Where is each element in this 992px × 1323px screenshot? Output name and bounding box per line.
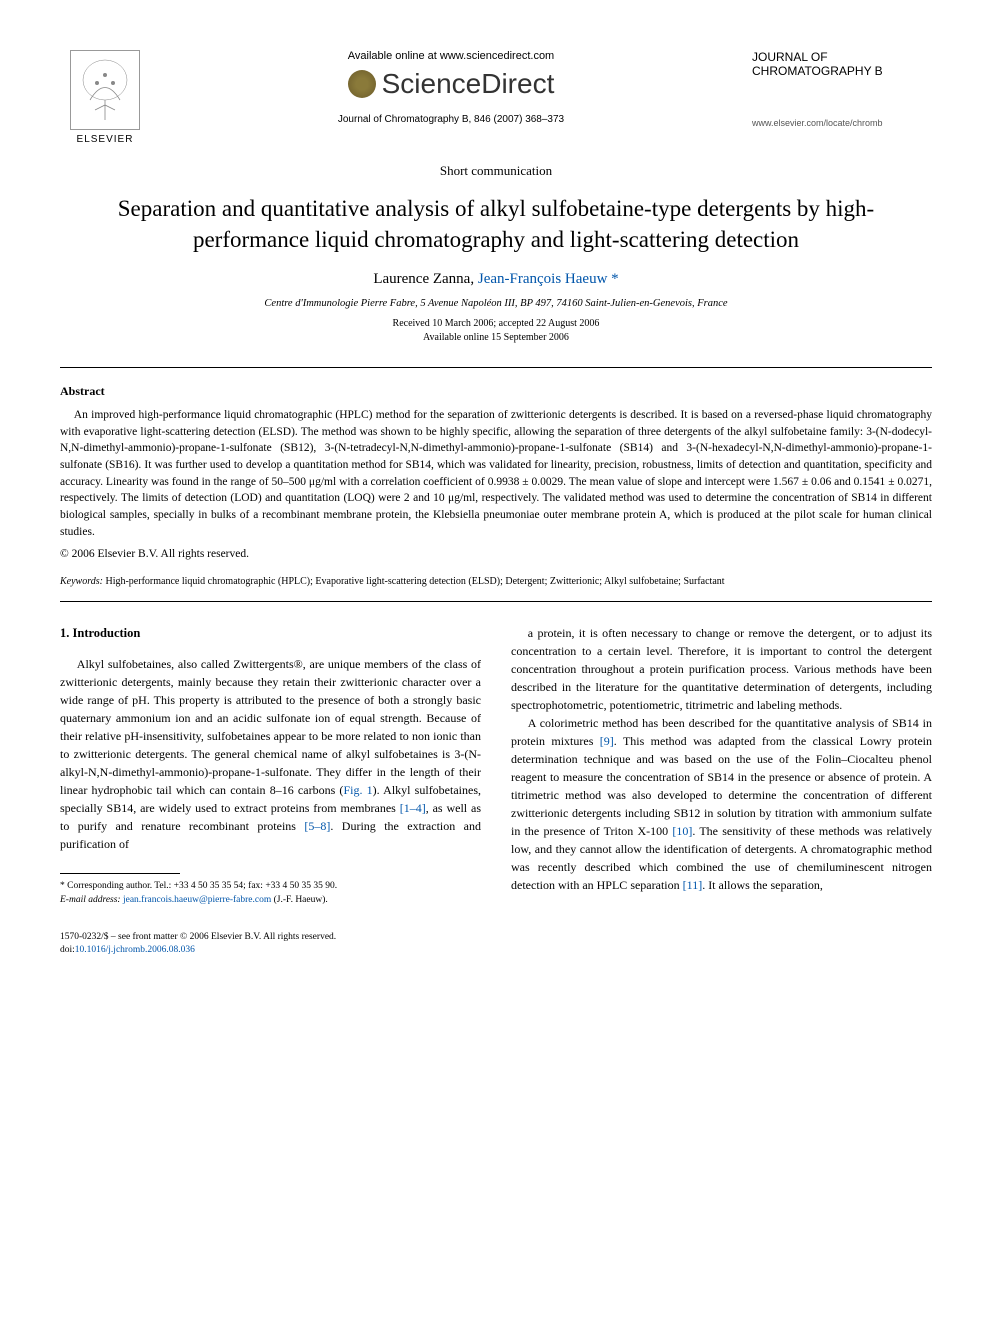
keywords-text: High-performance liquid chromatographic … [103,576,725,587]
keywords-label: Keywords: [60,576,103,587]
publisher-block: ELSEVIER [60,50,150,145]
issn-line: 1570-0232/$ – see front matter © 2006 El… [60,931,932,944]
intro-paragraph-1: Alkyl sulfobetaines, also called Zwitter… [60,655,481,853]
doi-line: doi:10.1016/j.jchromb.2006.08.036 [60,944,932,957]
center-header: Available online at www.sciencedirect.co… [150,50,752,125]
journal-citation: Journal of Chromatography B, 846 (2007) … [170,114,732,125]
intro-paragraph-2: A colorimetric method has been described… [511,714,932,894]
rule-bottom [60,601,932,602]
corr-author-contact: * Corresponding author. Tel.: +33 4 50 3… [60,880,481,893]
rule-top [60,367,932,368]
abstract-section: Abstract An improved high-performance li… [60,384,932,560]
ref-11-link[interactable]: [11] [683,878,703,892]
journal-name: JOURNAL OF CHROMATOGRAPHY B [752,50,932,78]
authors-line: Laurence Zanna, Jean-François Haeuw * [60,271,932,288]
article-title: Separation and quantitative analysis of … [60,193,932,255]
doi-link[interactable]: 10.1016/j.jchromb.2006.08.036 [75,945,195,955]
section-1-heading: 1. Introduction [60,624,481,643]
intro-paragraph-1-cont: a protein, it is often necessary to chan… [511,624,932,714]
article-type: Short communication [60,163,932,179]
author-1: Laurence Zanna [373,271,470,287]
elsevier-tree-icon [70,50,140,130]
fig-1-link[interactable]: Fig. 1 [343,783,372,797]
ref-10-link[interactable]: [10] [672,824,692,838]
platform-logo: ScienceDirect [170,68,732,100]
platform-name: ScienceDirect [382,68,555,100]
email-link[interactable]: jean.francois.haeuw@pierre-fabre.com [123,895,271,905]
abstract-copyright: © 2006 Elsevier B.V. All rights reserved… [60,548,932,560]
publisher-label: ELSEVIER [77,134,134,145]
available-online-text: Available online at www.sciencedirect.co… [170,50,732,62]
received-date: Received 10 March 2006; accepted 22 Augu… [60,317,932,331]
ref-5-8-link[interactable]: [5–8] [304,819,330,833]
body-columns: 1. Introduction Alkyl sulfobetaines, als… [60,624,932,906]
corr-author-email-line: E-mail address: jean.francois.haeuw@pier… [60,894,481,907]
page-footer: 1570-0232/$ – see front matter © 2006 El… [60,931,932,958]
column-left: 1. Introduction Alkyl sulfobetaines, als… [60,624,481,906]
affiliation: Centre d'Immunologie Pierre Fabre, 5 Ave… [60,298,932,309]
keywords-line: Keywords: High-performance liquid chroma… [60,576,932,587]
right-header: JOURNAL OF CHROMATOGRAPHY B www.elsevier… [752,50,932,128]
author-2-link[interactable]: Jean-François Haeuw * [478,271,619,287]
footnote-separator [60,873,180,874]
abstract-text: An improved high-performance liquid chro… [60,407,932,540]
column-right: a protein, it is often necessary to chan… [511,624,932,906]
header-row: ELSEVIER Available online at www.science… [60,50,932,145]
ref-9-link[interactable]: [9] [600,734,614,748]
sciencedirect-icon [348,70,376,98]
ref-1-4-link[interactable]: [1–4] [400,801,426,815]
available-date: Available online 15 September 2006 [60,331,932,345]
journal-url[interactable]: www.elsevier.com/locate/chromb [752,118,932,128]
abstract-heading: Abstract [60,384,932,399]
article-dates: Received 10 March 2006; accepted 22 Augu… [60,317,932,345]
corresponding-author-footnote: * Corresponding author. Tel.: +33 4 50 3… [60,880,481,907]
